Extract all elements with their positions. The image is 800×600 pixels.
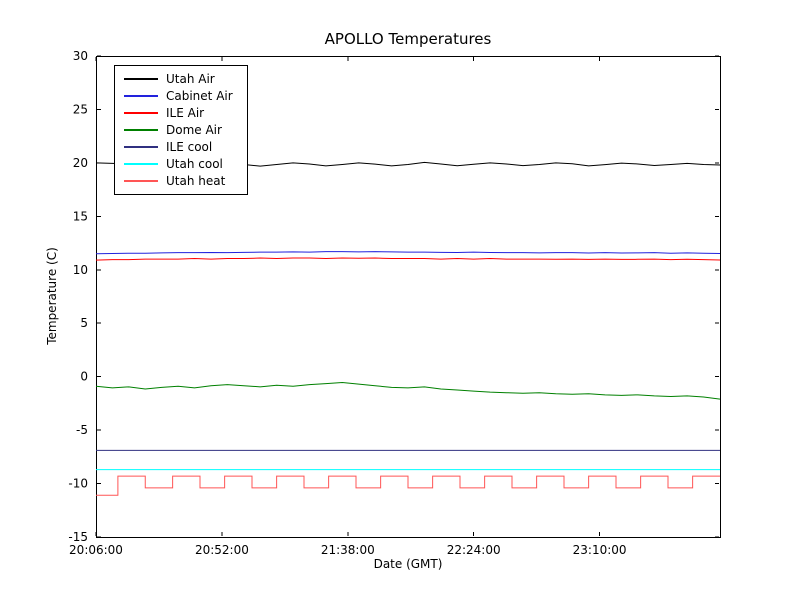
legend-item-utah-heat: Utah heat (124, 174, 233, 188)
y-axis-label: Temperature (C) (45, 247, 59, 345)
y-tick-label: -15 (68, 530, 88, 544)
legend-line-swatch (124, 95, 158, 97)
y-tick-label: 5 (80, 316, 88, 330)
legend-item-utah-air: Utah Air (124, 72, 233, 86)
legend-line-swatch (124, 129, 158, 131)
chart-title: APOLLO Temperatures (324, 30, 492, 48)
series-line-utah-heat (96, 475, 720, 496)
y-tick-label: 10 (73, 263, 88, 277)
legend-line-swatch (124, 78, 158, 80)
legend-label: ILE Air (166, 106, 205, 120)
legend-line-swatch (124, 146, 158, 148)
series-line-dome-air (95, 382, 721, 400)
y-tick-label: 20 (73, 156, 88, 170)
x-tick-label: 20:06:00 (69, 543, 123, 557)
x-axis-label: Date (GMT) (373, 557, 443, 571)
legend-label: Dome Air (166, 123, 222, 137)
x-tick-label: 22:24:00 (447, 543, 501, 557)
legend-item-cabinet-air: Cabinet Air (124, 89, 233, 103)
series-line-cabinet-air (95, 251, 721, 255)
y-tick-label: -5 (76, 423, 88, 437)
legend-item-ile-air: ILE Air (124, 106, 233, 120)
legend: Utah Air Cabinet Air ILE Air Dome Air ILE co… (114, 65, 248, 195)
legend-line-swatch (124, 163, 158, 165)
y-tick-label: 25 (73, 102, 88, 116)
x-tick-label: 20:52:00 (195, 543, 249, 557)
legend-line-swatch (124, 112, 158, 114)
x-tick-label: 21:38:00 (321, 543, 375, 557)
y-tick-label: 15 (73, 209, 88, 223)
legend-label: Utah Air (166, 72, 215, 86)
legend-label: Utah heat (166, 174, 226, 188)
legend-label: Utah cool (166, 157, 223, 171)
legend-item-ile-cool: ILE cool (124, 140, 233, 154)
y-tick-label: -10 (68, 477, 88, 491)
legend-line-swatch (124, 180, 158, 182)
y-tick-label: 30 (73, 49, 88, 63)
y-tick-label: 0 (80, 370, 88, 384)
legend-item-dome-air: Dome Air (124, 123, 233, 137)
x-tick-label: 23:10:00 (573, 543, 627, 557)
series-line-ile-air (95, 257, 721, 261)
legend-item-utah-cool: Utah cool (124, 157, 233, 171)
legend-label: ILE cool (166, 140, 213, 154)
legend-label: Cabinet Air (166, 89, 233, 103)
